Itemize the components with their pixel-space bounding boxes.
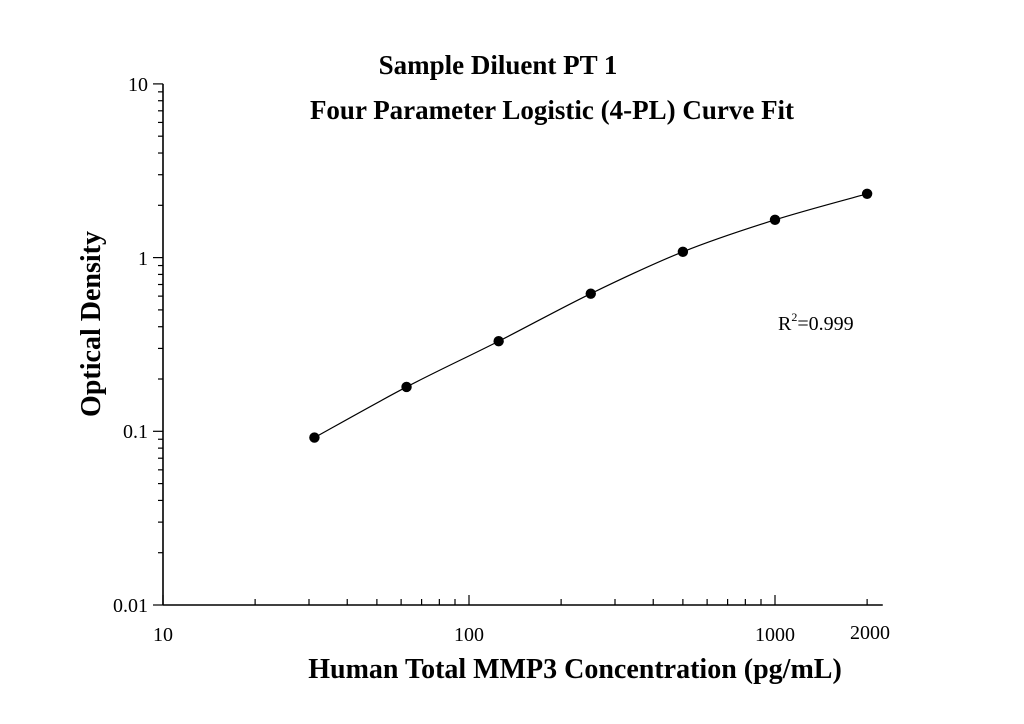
r-squared-annotation: R2=0.999 — [778, 310, 854, 335]
x-tick-label: 100 — [454, 624, 484, 646]
data-point — [769, 214, 781, 226]
data-point — [677, 246, 689, 257]
x-tick-label: 1000 — [755, 624, 795, 646]
x-tick-label: 2000 — [850, 622, 890, 644]
data-point — [585, 288, 596, 299]
y-tick-label: 0.1 — [123, 421, 148, 443]
x-axis-label: Human Total MMP3 Concentration (pg/mL) — [308, 654, 842, 685]
data-points — [309, 188, 873, 443]
y-tick-label: 1 — [138, 248, 148, 270]
y-tick-label: 10 — [128, 74, 148, 96]
tick-labels: 10 100 1000 2000 0.01 0.1 1 10 — [113, 74, 890, 646]
data-point — [309, 432, 320, 443]
data-point — [493, 336, 504, 347]
axes — [153, 83, 883, 606]
chart-title: Sample Diluent PT 1 — [379, 50, 618, 80]
data-point — [401, 381, 412, 393]
y-tick-label: 0.01 — [113, 595, 148, 617]
chart-subtitle: Four Parameter Logistic (4-PL) Curve Fit — [310, 95, 794, 125]
data-point — [861, 188, 873, 199]
x-tick-label: 10 — [153, 624, 173, 646]
y-axis-label: Optical Density — [76, 231, 107, 417]
